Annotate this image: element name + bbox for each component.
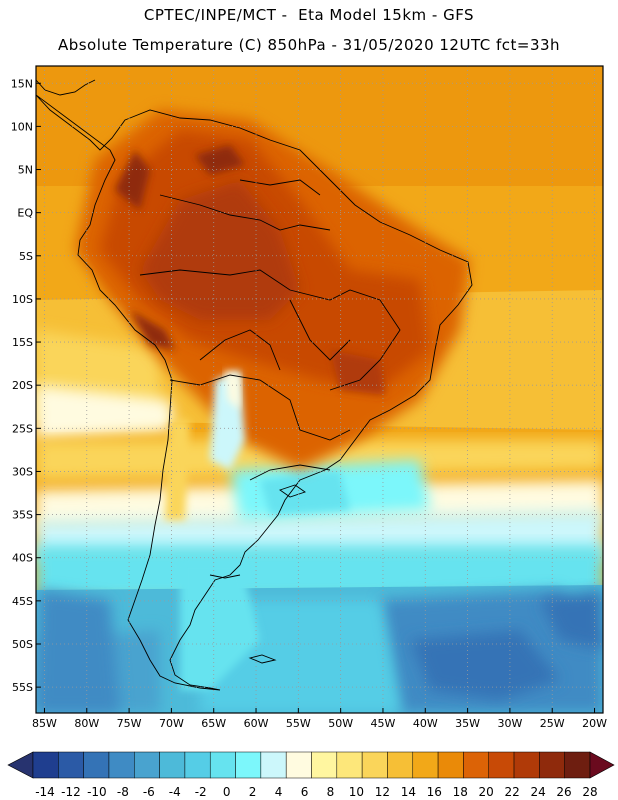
colorbar-swatch [311,751,338,779]
lon-tick-label: 35W [455,717,480,730]
coastlines [36,79,473,691]
colorbar-swatch [159,751,186,779]
colorbar-label: 10 [349,785,364,799]
colorbar-swatch [260,751,287,779]
lat-tick-label: 40S [12,552,33,565]
colorbar-label: -14 [35,785,55,799]
colorbar-label: 24 [530,785,545,799]
colorbar-swatch [387,751,414,779]
colorbar-swatch [336,751,363,779]
colorbar-label: 16 [427,785,442,799]
title-line-2: Absolute Temperature (C) 850hPa - 31/05/… [57,36,561,54]
map-grid [36,66,603,713]
lon-tick-label: 85W [32,717,57,730]
lon-tick-label: 40W [413,717,438,730]
lon-tick-label: 45W [371,717,396,730]
lat-tick-label: 20S [12,379,33,392]
colorbar-label: 26 [556,785,571,799]
colorbar-label: 22 [505,785,520,799]
lon-tick-label: 55W [286,717,311,730]
colorbar-label: 4 [275,785,283,799]
colorbar: -14 -12 -10 -8 -6 -4 -2 0 2 4 6 8 10 12 14 16 18 20 22 24 26… [7,751,615,799]
lat-tick-label: 15S [12,336,33,349]
lat-tick-label: 10N [11,120,33,133]
lon-tick-label: 70W [159,717,184,730]
colorbar-swatch [134,751,160,779]
colorbar-swatch [437,751,464,779]
map-frame [35,65,604,714]
lat-tick-label: 5S [19,250,33,263]
colorbar-swatch [539,751,565,779]
colorbar-swatch [32,751,59,779]
colorbar-under-arrow [7,751,34,779]
lat-tick-label: EQ [17,207,33,220]
lat-tick-label: 55S [12,681,33,694]
colorbar-label: 18 [453,785,468,799]
colorbar-label: -10 [87,785,107,799]
lon-tick-label: 25W [540,717,565,730]
colorbar-label: 14 [401,785,416,799]
colorbar-label: -8 [117,785,129,799]
colorbar-label: -6 [143,785,155,799]
lat-tick-label: 50S [12,638,33,651]
latitude-axis: 15N 10N 5N EQ 5S 10S 15S 20S 25S 30S 35S 40S 45S 50S 5… [11,77,41,694]
colorbar-swatch [108,751,135,779]
colorbar-label: 20 [479,785,494,799]
temperature-field [36,66,603,713]
colorbar-label: -2 [195,785,207,799]
colorbar-swatch [58,751,84,779]
colorbar-label: 2 [249,785,257,799]
colorbar-swatch [184,751,211,779]
colorbar-label: 0 [223,785,231,799]
lon-tick-label: 60W [244,717,269,730]
lat-tick-label: 15N [11,77,33,90]
lon-tick-label: 20W [582,717,607,730]
colorbar-swatch [513,751,540,779]
lat-tick-label: 45S [12,595,33,608]
lon-tick-label: 50W [328,717,353,730]
colorbar-label: 6 [301,785,309,799]
lat-tick-label: 10S [12,293,33,306]
lon-tick-label: 80W [74,717,99,730]
colorbar-label: 8 [327,785,335,799]
colorbar-label: -12 [61,785,81,799]
colorbar-swatch [412,751,439,779]
colorbar-swatch [285,751,312,779]
colorbar-swatch [488,751,515,779]
lon-tick-label: 65W [201,717,226,730]
lat-tick-label: 25S [12,422,33,435]
colorbar-swatch [463,751,489,779]
colorbar-swatch [83,751,110,779]
colorbar-over-arrow [589,751,615,779]
colorbar-swatch [209,751,236,779]
title-line-1: CPTEC/INPE/MCT - Eta Model 15km - GFS [143,6,475,24]
longitude-axis: 85W 80W 75W 70W 65W 60W 55W 50W 45W 40W 35W 30W 25W 2… [32,708,607,730]
lon-tick-label: 75W [117,717,142,730]
colorbar-swatch [564,751,591,779]
lat-tick-label: 30S [12,465,33,478]
colorbar-label: 12 [375,785,390,799]
colorbar-swatch [235,751,262,779]
lat-tick-label: 5N [18,164,33,177]
colorbar-label: 28 [582,785,597,799]
lon-tick-label: 30W [497,717,522,730]
lat-tick-label: 35S [12,509,33,522]
colorbar-label: -4 [169,785,181,799]
colorbar-swatch [361,751,388,779]
